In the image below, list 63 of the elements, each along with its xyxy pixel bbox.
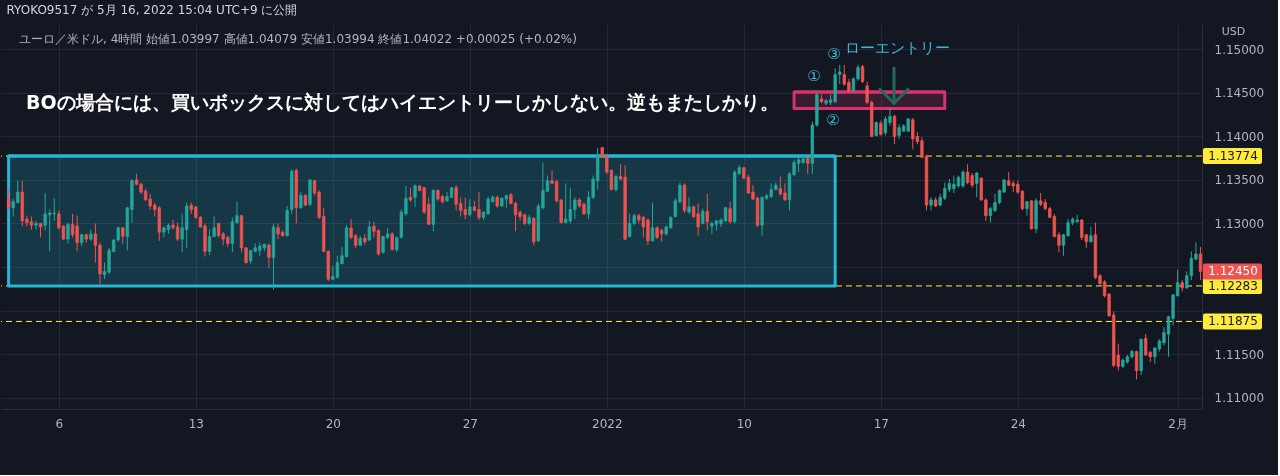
- candlestick: [705, 193, 709, 231]
- x-tick-label: 24: [1010, 416, 1026, 431]
- ref-line-label: 1.12283: [1208, 278, 1258, 293]
- y-tick-label: 1.11500: [1214, 347, 1265, 362]
- candlestick: [367, 220, 372, 242]
- candlestick: [532, 216, 536, 246]
- candlestick: [728, 201, 732, 224]
- candlestick: [66, 222, 70, 244]
- candlestick: [1134, 350, 1139, 380]
- y-tick-label: 1.13000: [1214, 216, 1265, 231]
- y-axis-title: USD: [1221, 24, 1246, 38]
- candlestick: [1080, 218, 1084, 241]
- candlestick: [696, 202, 700, 237]
- candlestick: [75, 215, 79, 252]
- annotation: BOの場合には、買いボックスに対してはハイエントリーしかしない。逆もまたしかり。: [26, 91, 779, 113]
- y-tick-label: 1.15000: [1214, 42, 1265, 57]
- ref-line-label: 1.11875: [1208, 314, 1258, 329]
- candlestick: [162, 225, 166, 238]
- candlestick: [376, 229, 381, 257]
- candlestick: [52, 197, 56, 222]
- annotation: ②: [826, 111, 840, 129]
- x-tick-label: 2月: [1168, 416, 1188, 431]
- candlestick: [641, 215, 646, 238]
- x-tick-label: 2022: [592, 416, 623, 431]
- candlestick: [710, 221, 714, 235]
- candlestick: [230, 216, 235, 253]
- candlestick: [267, 243, 271, 269]
- text: ユーロ／米ドル, 4時間 始値1.03997 高値1.04079 安値1.03994 終値1.04022 +0.00025 (+0.02%): [19, 32, 577, 46]
- candlestick: [1089, 226, 1093, 244]
- y-tick-label: 1.14500: [1214, 86, 1265, 101]
- ref-line-label: 1.13774: [1208, 149, 1258, 164]
- x-tick-label: 20: [325, 416, 341, 431]
- candlestick: [1025, 200, 1029, 217]
- candlestick: [413, 183, 417, 208]
- y-tick-label: 1.11000: [1214, 391, 1265, 406]
- candlestick: [564, 182, 568, 224]
- chart-title: RYOKO9517 が 5月 16, 2022 15:04 UTC+9 に公開: [6, 3, 298, 17]
- candlestick: [965, 163, 970, 185]
- candlestick: [463, 196, 467, 220]
- annotation: ローエントリー: [844, 39, 950, 57]
- candlestick: [911, 117, 915, 150]
- candlestick: [883, 115, 888, 136]
- candlestick: [650, 202, 655, 243]
- text: 1.12450: [1208, 264, 1258, 279]
- y-tick-label: 1.13500: [1214, 173, 1265, 188]
- candlestick: [34, 220, 38, 231]
- candlestick: [207, 229, 212, 256]
- x-tick-label: 13: [188, 416, 204, 431]
- annotation: ③: [827, 45, 841, 63]
- candlestick: [175, 222, 180, 242]
- x-tick-label: 27: [462, 416, 478, 431]
- candlestick: [1144, 333, 1148, 357]
- annotation: ①: [807, 67, 821, 85]
- candlestick: [975, 171, 979, 198]
- candlestick: [778, 175, 783, 197]
- y-tick-label: 1.14000: [1214, 129, 1265, 144]
- candlestick: [687, 196, 691, 215]
- x-tick-label: 17: [873, 416, 889, 431]
- candlestick: [892, 114, 897, 145]
- candlestick: [6, 188, 11, 211]
- candlestick: [929, 196, 933, 211]
- x-tick-label: 10: [736, 416, 752, 431]
- x-tick-label: 6: [55, 416, 64, 431]
